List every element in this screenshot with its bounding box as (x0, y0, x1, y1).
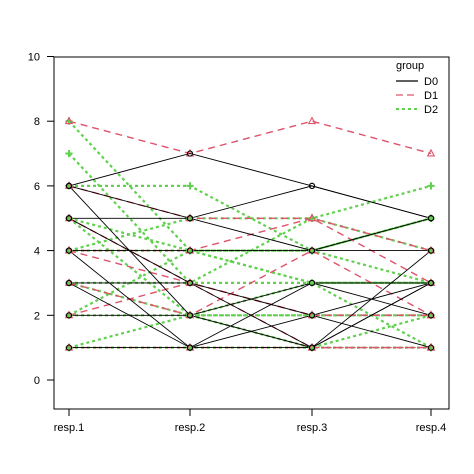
y-tick-label: 4 (34, 246, 40, 258)
point-marker-d1-15-2 (307, 213, 317, 222)
point-marker-d0-8-3 (427, 247, 435, 254)
point-marker-d0-6-3 (427, 312, 435, 319)
series-line-d2-21 (69, 184, 432, 284)
point-marker-d0-9-2 (308, 279, 316, 287)
point-marker-d0-5-1 (186, 247, 194, 254)
legend: group D0 D1 D2 (396, 60, 438, 116)
x-tick-label: resp.1 (54, 422, 85, 434)
y-tick-label: 8 (34, 116, 40, 128)
point-marker-d0-3-3 (427, 215, 435, 222)
point-marker-d1-11-2 (307, 116, 317, 125)
point-marker-d1-11-3 (426, 148, 436, 157)
point-marker-d0-4-0 (65, 215, 73, 222)
point-marker-d0-10-1 (186, 344, 194, 351)
y-tick-label: 10 (28, 52, 40, 64)
x-tick-label: resp.4 (416, 422, 447, 434)
y-tick-label: 6 (34, 181, 40, 193)
y-tick-label: 2 (34, 310, 40, 322)
point-marker-d0-1-2 (308, 182, 316, 189)
point-marker-d0-3-1 (186, 215, 194, 222)
x-tick-label: resp.3 (297, 422, 328, 434)
point-marker-d0-5-2 (308, 247, 316, 254)
legend-label-d1: D1 (424, 90, 438, 102)
series-line-d1-11 (68, 120, 432, 155)
series-line-d0-10 (69, 282, 432, 349)
point-marker-d0-10-0 (65, 344, 73, 351)
point-marker-d0-9-1 (186, 312, 194, 319)
legend-label-d2: D2 (424, 104, 438, 116)
point-marker-d0-0-1 (186, 150, 194, 157)
point-marker-d1-11-0 (64, 116, 74, 125)
x-tick-label: resp.2 (175, 422, 206, 434)
y-tick-label: 0 (34, 375, 40, 387)
series-line-d0-7 (69, 282, 432, 349)
point-marker-d0-10-3 (427, 279, 435, 287)
point-marker-d0-8-0 (65, 279, 73, 287)
plot-frame (53, 56, 450, 410)
legend-label-d0: D0 (424, 76, 438, 88)
point-marker-d0-6-0 (65, 247, 73, 254)
legend-title: group (396, 60, 424, 72)
point-marker-d2-20-3 (427, 182, 435, 190)
point-marker-d0-4-3 (427, 344, 435, 351)
marker-layer (64, 116, 436, 352)
axis-layer: 0 2 4 6 8 10 resp.1 resp.2 resp.3 resp.4 (28, 52, 447, 435)
series-line-d0-3 (69, 217, 432, 252)
point-marker-d0-10-2 (308, 312, 316, 319)
point-marker-d2-20-0 (65, 149, 73, 158)
point-marker-d0-7-1 (186, 279, 194, 287)
point-marker-d2-21-1 (186, 182, 194, 190)
point-marker-d0-9-0 (65, 312, 73, 319)
series-line-d0-9 (69, 282, 431, 316)
series-line-d0-1 (68, 185, 432, 219)
point-marker-d0-8-2 (308, 344, 316, 351)
point-marker-d0-2-0 (65, 182, 73, 189)
series-layer (68, 120, 432, 349)
